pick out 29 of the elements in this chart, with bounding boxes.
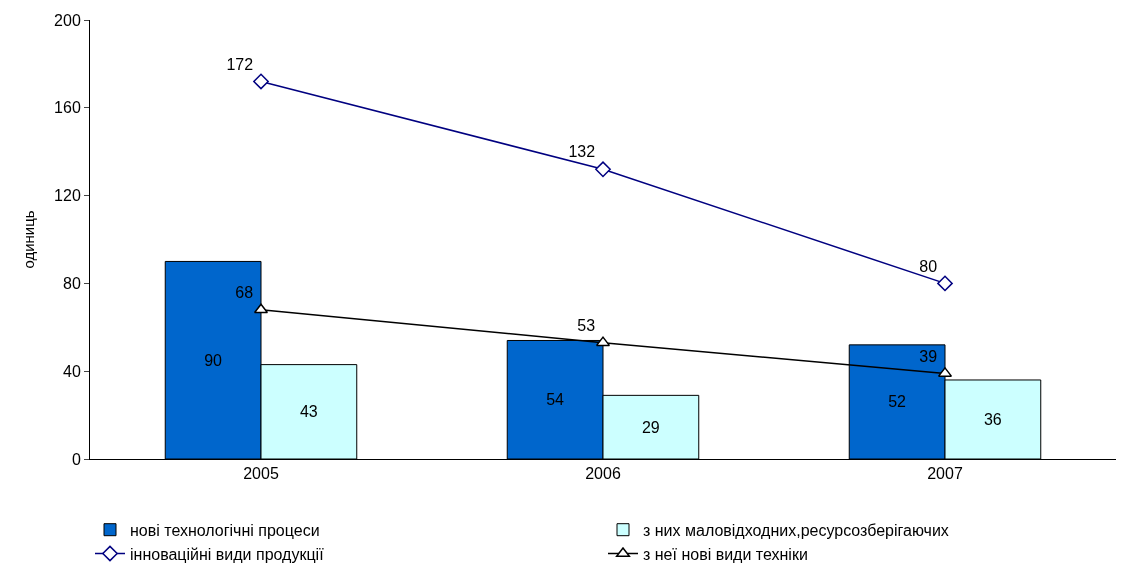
legend-label: з них маловідходних,ресурсозберігаючих	[643, 521, 949, 539]
data-label: 43	[299, 403, 318, 421]
data-label: 36	[983, 410, 1002, 428]
y-tick-label: 40	[63, 362, 81, 380]
data-label: 68	[235, 283, 254, 301]
data-label: 90	[204, 351, 223, 369]
data-label: 29	[641, 418, 660, 436]
data-label: 172	[226, 55, 254, 73]
legend-label: інноваційні види продукції	[130, 545, 325, 563]
y-axis-title: одиниць	[20, 210, 38, 269]
x-tick-label: 2006	[585, 465, 621, 483]
data-label: 132	[568, 143, 596, 161]
data-label: 80	[919, 257, 938, 275]
y-tick-label: 0	[71, 450, 81, 468]
point	[937, 275, 953, 292]
y-tick-label: 80	[63, 275, 81, 292]
point	[253, 73, 269, 90]
legend-label: з неї нові види техніки	[643, 545, 808, 563]
y-tick-label: 160	[54, 99, 81, 117]
y-tick-label: 120	[54, 187, 81, 205]
data-label: 54	[546, 391, 565, 409]
data-label: 52	[888, 393, 907, 411]
y-tick-label: 200	[54, 11, 81, 29]
data-label: 39	[919, 347, 938, 365]
x-tick-label: 2007	[927, 465, 963, 483]
data-label: 53	[577, 316, 596, 334]
legend-label: нові технологічні процеси	[130, 521, 320, 539]
point	[595, 161, 611, 178]
x-tick-label: 2005	[243, 465, 279, 483]
